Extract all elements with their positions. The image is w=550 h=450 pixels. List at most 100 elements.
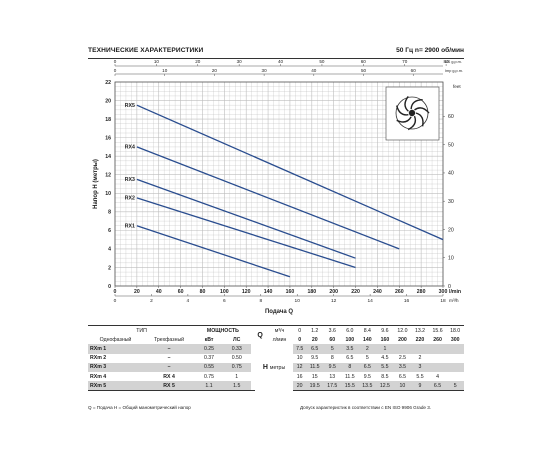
table-cell: [428, 362, 447, 372]
chart-curves: [136, 104, 444, 278]
table-cell: 1: [222, 371, 251, 382]
curve-label: RX1: [125, 224, 135, 230]
m3h-tick-label: 4: [187, 298, 190, 304]
q-value: 13.2: [411, 325, 429, 336]
y-tick-label: 4: [108, 247, 111, 253]
table-cell: 16: [296, 373, 303, 380]
h-label: H: [262, 364, 268, 372]
table-cell: RXm 3: [88, 362, 143, 372]
table-cell: 15: [311, 373, 318, 380]
table-cell: 6.5: [346, 355, 354, 362]
imp-gpm-tick-label: 60: [411, 68, 417, 73]
impeller-icon: [385, 86, 440, 141]
table-cell: 0.25: [195, 344, 223, 354]
table-cell: [429, 354, 447, 363]
curve-label: RX4: [125, 145, 135, 151]
table-row: RXm 3–0.55 0.75 12 11.5 9.5 8 6.5 5.5 3.5 3: [88, 362, 464, 372]
us-gpm-tick-label: 30: [237, 59, 243, 64]
table-cell: 3.5: [341, 344, 359, 354]
table-cell: 3: [411, 362, 429, 372]
table-cell: 3.5: [393, 362, 412, 372]
us-gpm-tick-label: 80: [444, 59, 450, 64]
q-value: 6.0: [341, 325, 359, 336]
table-cell: [446, 362, 464, 372]
q-value: 9.6: [376, 325, 394, 336]
table-cell: 5.5: [416, 373, 424, 380]
feet-tick-label: 60: [448, 114, 454, 120]
us-gpm-tick-label: 70: [402, 59, 408, 64]
table-cell: 9.5: [323, 362, 342, 372]
power-header: МОЩНОСТЬ: [195, 325, 251, 336]
table-cell: [428, 344, 447, 354]
q-value: 12.0: [393, 325, 412, 336]
x-tick-label: 280: [417, 289, 426, 295]
q-value: 140: [363, 336, 372, 343]
us-gpm-tick-label: 20: [195, 59, 201, 64]
x-tick-label: 180: [307, 289, 316, 295]
table-cell: 15.5: [341, 381, 359, 392]
impeller-vane: [407, 115, 417, 131]
x-tick-label: 80: [200, 289, 206, 295]
q-value: 160: [380, 336, 390, 343]
table-cell: –: [142, 344, 196, 354]
table-cell: RXm 4: [88, 371, 143, 382]
feet-tick-label: 30: [448, 199, 454, 205]
curve-rx4: [136, 146, 400, 250]
feet-tick-label: 0: [448, 284, 451, 290]
us-gpm-tick-label: 10: [154, 59, 160, 64]
table-cell: –: [142, 353, 196, 363]
x-tick-label: 160: [286, 289, 295, 295]
feet-tick-label: 10: [448, 256, 454, 262]
feet-tick-label: 50: [448, 142, 454, 148]
table-cell: 0.55: [195, 362, 223, 372]
y-tick-label: 8: [108, 210, 111, 216]
three-phase-header: Трехфазный: [154, 336, 185, 343]
single-phase-header: Однофазный: [99, 336, 132, 343]
y-tick-label: 10: [105, 191, 111, 197]
table-cell: 6.5: [428, 381, 447, 392]
y-tick-label: 20: [105, 98, 111, 104]
x-tick-label: 240: [373, 289, 382, 295]
table-cell: RX 5: [142, 381, 196, 392]
table-cell: 5.5: [376, 362, 394, 372]
impeller-hub: [408, 109, 416, 117]
q-value: 260: [433, 336, 442, 343]
q-value: 0: [293, 325, 306, 336]
table-cell: 9.5: [363, 373, 371, 380]
table-cell: [446, 344, 464, 354]
us-gpm-tick-label: 40: [278, 59, 284, 64]
q-value: 0: [298, 336, 302, 343]
curve-label: RX5: [125, 103, 135, 109]
x-tick-label: 300: [439, 289, 448, 295]
plot-frame: [114, 81, 444, 287]
impeller-outline: [395, 96, 429, 130]
q-value: 60: [329, 336, 336, 343]
table-cell: 8: [330, 355, 334, 362]
curve-rx3: [136, 178, 356, 259]
table-cell: 19.5: [305, 381, 324, 392]
table-cell: 0.75: [195, 371, 223, 382]
q-value: 200: [398, 336, 407, 343]
table-cell: 5: [323, 344, 342, 354]
q-value: 18.0: [446, 325, 464, 336]
table-cell: [393, 344, 412, 354]
table-cell: 6.5: [358, 362, 377, 372]
hp-header: ЛС: [233, 336, 241, 343]
table-cell: 7.5: [293, 344, 306, 354]
header: ТЕХНИЧЕСКИЕ ХАРАКТЕРИСТИКИ 50 Гц n= 2900…: [88, 44, 464, 59]
us-gpm-tick-label: 60: [361, 59, 367, 64]
impeller-vane: [414, 107, 430, 114]
table-cell: [411, 344, 429, 354]
table-cell: 2: [418, 355, 422, 362]
x-tick-label: 220: [351, 289, 360, 295]
impeller-vane: [396, 105, 409, 116]
q-value: 20: [311, 336, 318, 343]
table-cell: 17.5: [323, 381, 342, 392]
m3h-tick-label: 10: [295, 298, 301, 304]
y-tick-label: 0: [108, 284, 111, 290]
y-tick-label: 2: [108, 265, 111, 271]
chart-labels: RX1 RX2 RX3 RX4 RX5: [125, 103, 135, 230]
h-unit: метры: [269, 365, 286, 372]
us-gpm-tick-label: 0: [114, 59, 117, 64]
